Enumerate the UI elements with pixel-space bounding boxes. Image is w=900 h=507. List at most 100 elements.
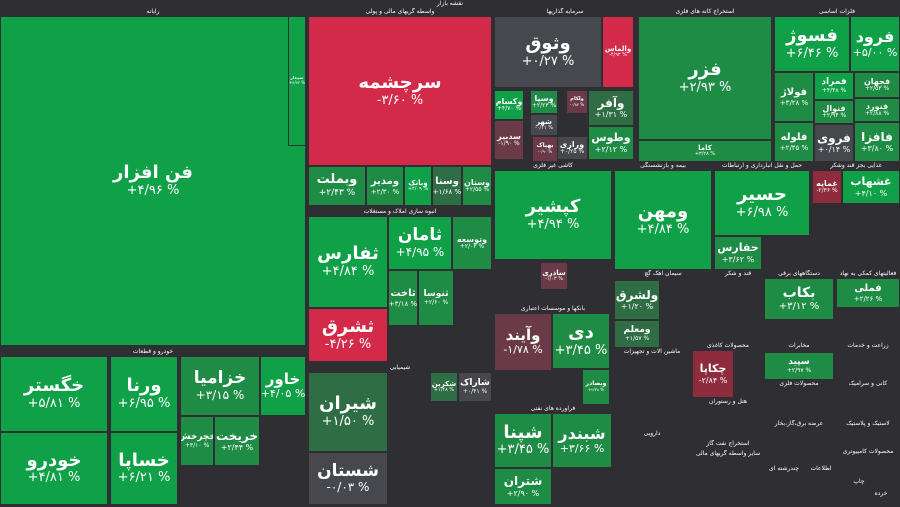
treemap-tile[interactable]: حسیر +۶/۹۸ % [714, 170, 810, 236]
sector-title: حمل و نقل انبارداری و ارتباطات [721, 162, 803, 169]
treemap-tile[interactable]: وثوق +۰/۲۷ % [494, 16, 602, 88]
treemap-tile[interactable]: خاور +۴/۰۵ % [260, 356, 306, 416]
treemap-tile[interactable]: ولکام -۰/۸۴ % [566, 90, 588, 114]
treemap-tile[interactable]: فمراد +۴/۴۸ % [814, 72, 854, 100]
sector-title: چاپ [853, 478, 865, 485]
treemap-tile[interactable]: خریخت +۲/۴۴ % [214, 416, 260, 466]
sector-title: سایر واسطه گریهای مالی [695, 450, 761, 457]
treemap-tile[interactable]: کپشیر +۴/۹۴ % [494, 170, 612, 260]
tile-change: +۶/۴۶ % [785, 45, 839, 61]
treemap-tile[interactable]: خگستر +۵/۸۱ % [0, 356, 108, 432]
treemap-tile[interactable]: وسنا +۱/۶۸ % [432, 166, 462, 206]
treemap-tile[interactable]: ورنا +۶/۹۵ % [110, 356, 178, 432]
treemap-tile[interactable]: شیران +۱/۵۰ % [308, 372, 388, 452]
treemap-tile[interactable]: وسپا +۲/۲۳ % [530, 90, 558, 114]
treemap-tile[interactable]: شستان -۰/۰۳ % [308, 452, 388, 505]
treemap-tile[interactable]: خچرخش+۳/۱۰ % [180, 416, 214, 466]
treemap-tile[interactable]: دی +۳/۴۵ % [552, 313, 610, 369]
treemap-tile[interactable]: وسنان +۲/۵۵ % [462, 166, 492, 206]
treemap-tile[interactable]: شپنا +۳/۴۵ % [494, 413, 552, 468]
treemap-tile[interactable]: خساپا +۶/۲۱ % [110, 432, 178, 505]
tile-change: +۰/۱۴ % [817, 145, 851, 155]
treemap-tile[interactable]: ساذری -۱/۰۳ % [540, 262, 568, 290]
tile-symbol: ولشرق [615, 287, 659, 302]
treemap-tile[interactable]: شاراک +۰/۴۱ % [458, 372, 492, 402]
treemap-tile[interactable]: وبملت +۲/۴۳ % [308, 166, 366, 206]
tile-change: +۳/۴۵ % [496, 442, 550, 458]
treemap-tile[interactable]: فسوژ +۶/۴۶ % [774, 16, 850, 72]
treemap-tile[interactable]: ثنوسا +۲/۶۰ % [418, 270, 454, 326]
sector-title: زراعت و خدمات [847, 342, 889, 349]
treemap-tile[interactable]: چکاپا -۲/۸۴ % [692, 350, 734, 398]
tile-change: -۲/۸۴ % [698, 375, 728, 385]
treemap-tile[interactable]: فرود +۵/۰۰ % [850, 16, 900, 72]
tile-change: +۳/۲۸ % [694, 151, 716, 158]
treemap-tile[interactable]: ثاخت +۳/۱۸ % [388, 270, 418, 326]
tile-symbol: غمایه [816, 178, 838, 188]
tile-symbol: ورازی [559, 139, 585, 149]
tile-change: +۲/۴۳ % [318, 188, 356, 199]
treemap-tile[interactable]: غمایه -۲/۳۶ % [812, 170, 842, 204]
treemap-tile[interactable]: کاما +۳/۲۸ % [638, 140, 772, 162]
treemap-tile[interactable]: وبانک +۴/۰۹ % [404, 166, 432, 206]
treemap-tile[interactable]: ولشرق +۱/۲۰ % [614, 280, 660, 320]
sector-title: کانی و سرامیک [848, 380, 888, 387]
tile-change: +۲/۱۲ % [594, 144, 628, 154]
treemap-tile[interactable]: وآیند -۱/۷۸ % [494, 313, 552, 371]
treemap-tile[interactable]: بکاب +۳/۱۲ % [764, 278, 834, 320]
tile-change: +۲/۴۵ % [779, 143, 809, 152]
treemap-tile[interactable]: ومعلم +۱/۵۷ % [614, 320, 660, 348]
treemap-tile[interactable]: حفارس +۳/۶۲ % [714, 236, 762, 270]
sector-title: ماشین آلات و تجهیزات [623, 348, 681, 355]
tile-symbol: فمراد [821, 77, 847, 88]
treemap-tile[interactable]: ثشرق -۴/۲۶ % [308, 308, 388, 362]
treemap-tile[interactable]: فروی +۰/۱۴ % [814, 124, 854, 162]
treemap-tile[interactable]: فجهان +۲/۵۳ % [854, 72, 900, 98]
treemap-tile[interactable]: شکربن +۱/۴۸ % [430, 372, 458, 402]
treemap-tile[interactable]: سپید +۲/۹۷ % [764, 352, 834, 380]
treemap-tile[interactable]: وکسام +۴/۷۰ % [494, 90, 524, 120]
treemap-tile[interactable]: وآفر +۱/۳۱ % [588, 90, 634, 126]
tile-symbol: حسیر [737, 184, 787, 206]
treemap-tile[interactable]: سپیدار +۴/۷۲ % [288, 16, 306, 146]
tile-change: -۲/۳۶ % [816, 187, 838, 195]
map-title: نقشه بازار [436, 0, 464, 7]
treemap-tile[interactable]: وتوسعه +۲/۰۳ % [452, 216, 492, 270]
tile-symbol: حفارس [717, 241, 759, 255]
treemap-tile[interactable]: والماس -۴/۹۳ % [602, 16, 634, 88]
tile-change: +۳/۲۸ % [779, 98, 809, 107]
treemap-tile[interactable]: وبصادر +۲/۳۸ % [582, 369, 610, 405]
treemap-tile[interactable]: فنوال +۲/۹۴ % [814, 100, 854, 124]
treemap-tile[interactable]: وطوس +۲/۱۲ % [588, 126, 634, 160]
tile-symbol: شهر [536, 118, 552, 127]
tile-change: -۴/۲۶ % [324, 336, 372, 352]
treemap-tile[interactable]: فولاژ +۳/۲۸ % [774, 72, 814, 122]
tile-symbol: وتوسعه [456, 234, 488, 244]
tile-symbol: وبصادر [585, 380, 607, 388]
treemap-tile[interactable]: سدبیر -۱/۹۰ % [494, 120, 524, 160]
treemap-tile[interactable]: ثامان +۴/۹۵ % [388, 216, 452, 270]
treemap-tile[interactable]: ومهن +۴/۸۴ % [614, 170, 712, 270]
treemap-tile[interactable]: فملی +۲/۲۶ % [836, 278, 900, 308]
tile-change: +۱/۴۸ % [433, 387, 455, 394]
treemap-tile[interactable]: فافزا +۳/۸۰ % [854, 122, 900, 162]
treemap-tile[interactable]: فنورد +۲/۸۸ % [854, 98, 900, 122]
treemap-tile[interactable]: بهپاک -۰/۹۰ % [532, 136, 558, 162]
tile-symbol: فلوله [780, 132, 808, 144]
treemap-tile[interactable]: شهر -۰/۱۱ % [530, 114, 558, 136]
treemap-tile[interactable]: سرچشمه -۳/۶۰ % [308, 16, 492, 166]
treemap-tile[interactable]: ثفارس +۴/۸۴ % [308, 216, 388, 308]
treemap-tile[interactable]: خزامیا +۳/۱۵ % [180, 356, 260, 416]
tile-symbol: فنورد [865, 101, 889, 111]
treemap-tile[interactable]: غشهاب +۴/۱۰ % [842, 170, 900, 204]
treemap-tile[interactable]: شبندر +۳/۶۶ % [552, 413, 612, 468]
treemap-tile[interactable]: خودرو +۴/۸۱ % [0, 432, 108, 505]
treemap-tile[interactable]: شتران +۲/۹۰ % [494, 468, 552, 505]
sector-title: اطلاعات [810, 465, 832, 472]
treemap-tile[interactable]: فن افزار +۴/۹۶ % [0, 16, 306, 346]
treemap-tile[interactable]: فلوله +۲/۴۵ % [774, 122, 814, 162]
treemap-tile[interactable]: ورازی +۰/۲۵ % [556, 136, 588, 160]
treemap-tile[interactable]: فزر +۲/۹۳ % [638, 16, 772, 140]
treemap-tile[interactable]: ومدیر +۲/۳۰ % [366, 166, 404, 206]
sector-title: قند و شکر [724, 270, 752, 277]
